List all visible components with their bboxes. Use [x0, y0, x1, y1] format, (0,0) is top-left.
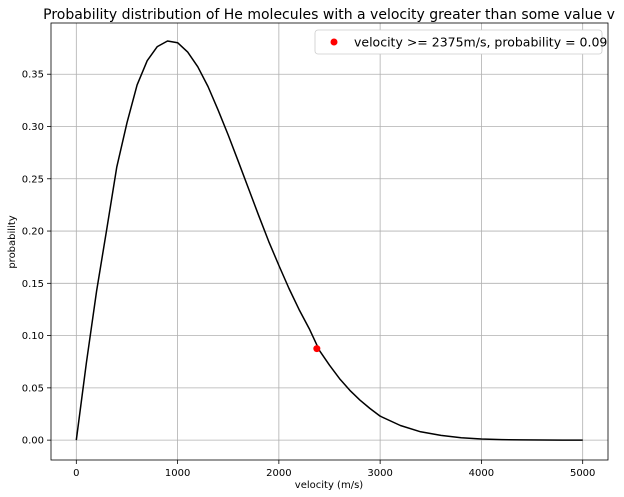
y-tick-label: 0.25 [22, 174, 44, 185]
y-tick-label: 0.15 [22, 279, 44, 290]
legend-marker [330, 38, 338, 46]
y-tick-label: 0.20 [22, 227, 44, 238]
y-axis-label: probability [7, 215, 18, 268]
plot-frame [50, 22, 609, 461]
x-tick-label: 1000 [165, 468, 190, 479]
x-axis-label: velocity (m/s) [295, 480, 363, 491]
y-tick-label: 0.05 [22, 383, 44, 394]
x-tick-label: 4000 [469, 468, 494, 479]
y-tick-label: 0.35 [22, 70, 44, 81]
y-tick-label: 0.30 [22, 122, 44, 133]
x-tick-label: 2000 [266, 468, 291, 479]
legend: velocity >= 2375m/s, probability = 0.09 [314, 29, 607, 55]
y-tick-label: 0.00 [22, 436, 44, 447]
x-tick-label: 5000 [570, 468, 595, 479]
x-tick-label: 0 [73, 468, 79, 479]
axis-ticks: 0 1000 2000 3000 4000 5000 0.00 0.05 0.10 0.15 0.2… [22, 70, 596, 479]
legend-box [314, 29, 603, 55]
x-tick-label: 3000 [367, 468, 392, 479]
distribution-curve [75, 40, 583, 441]
grid-lines [51, 23, 608, 460]
chart-title: Probability distribution of He molecules… [43, 7, 615, 23]
y-tick-label: 0.10 [22, 331, 44, 342]
legend-label: velocity >= 2375m/s, probability = 0.09 [354, 35, 607, 50]
highlight-point [313, 345, 321, 353]
plot-area [75, 40, 583, 441]
